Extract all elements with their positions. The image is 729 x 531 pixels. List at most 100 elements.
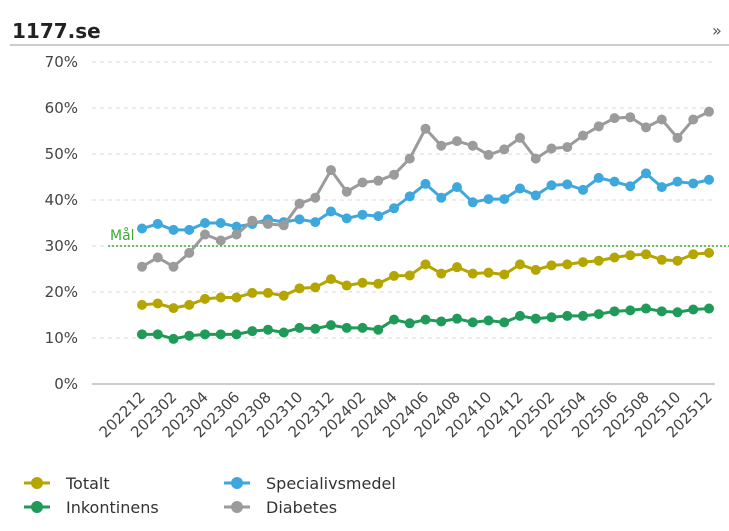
data-point <box>278 290 289 301</box>
data-point <box>499 194 510 205</box>
goal-label: Mål <box>110 227 135 244</box>
data-point <box>452 136 462 147</box>
data-point <box>357 177 368 188</box>
data-point <box>672 255 683 266</box>
data-point <box>373 278 384 289</box>
data-point <box>625 112 636 123</box>
data-point <box>373 324 384 335</box>
data-point <box>231 329 242 340</box>
data-point <box>656 182 667 193</box>
data-point <box>641 303 651 314</box>
data-point <box>625 181 636 192</box>
data-point <box>625 305 636 316</box>
y-tick-label: 20% <box>45 283 78 301</box>
data-point <box>310 282 321 293</box>
data-point <box>530 264 541 275</box>
legend-label: Diabetes <box>266 498 337 517</box>
data-point <box>704 106 714 117</box>
data-point <box>137 223 147 234</box>
data-point <box>294 322 305 333</box>
data-point <box>215 218 226 228</box>
data-point <box>515 183 525 194</box>
y-tick-label: 60% <box>45 99 78 117</box>
data-point <box>704 174 714 185</box>
data-point <box>278 327 289 338</box>
data-point <box>200 293 210 304</box>
y-tick-label: 0% <box>54 375 78 393</box>
legend-marker <box>31 501 43 513</box>
data-point <box>436 192 447 203</box>
legend-label: Inkontinens <box>66 498 159 517</box>
legend-label: Specialivsmedel <box>266 474 396 493</box>
data-point <box>578 130 588 141</box>
data-point <box>641 249 651 260</box>
data-point <box>593 121 604 132</box>
data-point <box>530 153 541 164</box>
data-point <box>247 215 258 226</box>
data-point <box>404 191 415 202</box>
y-tick-label: 50% <box>45 145 78 163</box>
data-point <box>546 143 557 154</box>
data-point <box>609 306 620 317</box>
data-point <box>656 114 667 125</box>
data-point <box>420 178 431 189</box>
data-point <box>641 122 651 133</box>
data-point <box>704 303 714 314</box>
data-point <box>215 292 226 303</box>
data-point <box>515 259 525 270</box>
data-point <box>593 172 604 183</box>
data-point <box>263 287 273 298</box>
data-point <box>215 329 226 340</box>
legend-marker <box>231 477 243 489</box>
data-point <box>326 274 336 285</box>
data-point <box>688 114 699 125</box>
data-point <box>515 132 525 143</box>
data-point <box>452 313 462 324</box>
y-tick-label: 70% <box>45 53 78 71</box>
data-point <box>467 140 478 151</box>
data-point <box>168 261 179 272</box>
data-point <box>499 317 510 328</box>
data-point <box>483 194 494 205</box>
data-point <box>341 186 352 197</box>
data-point <box>452 182 462 193</box>
data-point <box>436 316 447 327</box>
data-point <box>499 144 510 155</box>
data-point <box>263 324 273 335</box>
data-point <box>562 142 573 153</box>
data-point <box>168 333 179 344</box>
data-point <box>625 250 636 261</box>
data-point <box>609 252 620 263</box>
data-point <box>672 132 683 143</box>
data-point <box>294 198 305 209</box>
data-point <box>530 313 541 324</box>
data-point <box>389 270 399 281</box>
y-tick-label: 40% <box>45 191 78 209</box>
data-point <box>137 329 147 340</box>
data-point <box>310 192 321 203</box>
data-point <box>200 218 210 228</box>
data-point <box>436 268 447 279</box>
data-point <box>294 214 305 225</box>
data-point <box>593 255 604 266</box>
data-point <box>326 165 336 176</box>
data-point <box>436 140 447 151</box>
data-point <box>389 203 399 214</box>
data-point <box>373 175 384 186</box>
data-point <box>420 259 431 270</box>
more-link[interactable]: » <box>712 21 722 40</box>
data-point <box>326 206 336 217</box>
data-point <box>152 218 163 229</box>
data-point <box>200 329 210 340</box>
data-point <box>704 247 714 258</box>
legend-marker <box>231 501 243 513</box>
data-point <box>231 292 242 303</box>
y-tick-label: 10% <box>45 329 78 347</box>
data-point <box>452 262 462 273</box>
data-point <box>688 249 699 260</box>
data-point <box>609 113 620 124</box>
data-point <box>326 320 336 331</box>
data-point <box>562 259 573 270</box>
data-point <box>672 307 683 318</box>
data-point <box>562 179 573 190</box>
